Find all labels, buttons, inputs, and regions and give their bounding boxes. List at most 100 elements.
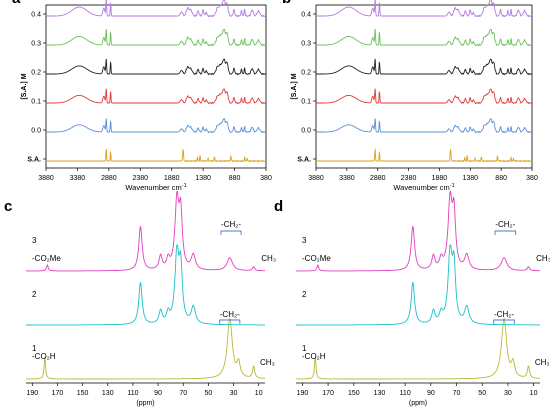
x-axis-title: Wavenumber cm-1 — [125, 183, 186, 192]
x-tick-label: 70 — [179, 390, 187, 397]
x-tick-label: 90 — [154, 390, 162, 397]
annotation-ch3: CH₃ — [536, 254, 550, 263]
x-tick-label: 3380 — [339, 175, 355, 182]
annotation-ch2: -CH₂- — [494, 310, 514, 319]
series-0.3-line — [45, 28, 267, 47]
x-tick-label: 150 — [348, 390, 360, 397]
x-axis-title: (ppm) — [136, 400, 154, 407]
ir-panel-b: b 3880 3380 2880 2380 1880 1380 880 380 Wavenumbe… — [282, 0, 538, 192]
annotation-co2me: -CO₂Me — [302, 254, 331, 263]
x-tick-label: 50 — [478, 390, 486, 397]
annotation-ch2: -CH₂- — [221, 220, 241, 229]
x-tick-label: 170 — [52, 390, 64, 397]
series-2-line — [25, 244, 266, 326]
x-tick-label: 3880 — [308, 175, 324, 182]
series-number: 3 — [302, 236, 307, 245]
ch2-bracket — [493, 319, 515, 324]
x-tick-label: 110 — [127, 390, 138, 397]
y-axis-title: [S.A.] M — [291, 73, 298, 99]
y-tick-label: S.A. — [297, 157, 311, 164]
plot-frame — [315, 4, 533, 169]
series-number: 2 — [302, 290, 307, 299]
x-tick-label: 2880 — [101, 175, 117, 182]
x-tick-label: 130 — [374, 390, 386, 397]
x-tick-label: 70 — [453, 390, 461, 397]
series-0.4-line — [315, 0, 533, 18]
x-tick-label: 1880 — [432, 175, 448, 182]
y-tick-label: 0.4 — [301, 12, 311, 19]
y-tick-label: 0.0 — [31, 128, 41, 135]
y-tick-label: 0.4 — [31, 12, 41, 19]
x-tick-label: 3880 — [38, 175, 54, 182]
x-tick-label: 880 — [229, 175, 241, 182]
series-0.0-line — [315, 118, 533, 134]
ch2-bracket — [219, 319, 241, 324]
x-axis-title-sup: -1 — [182, 183, 187, 189]
x-tick-label: 170 — [322, 390, 334, 397]
ch2-bracket — [220, 230, 242, 235]
x-tick-label: 30 — [504, 390, 512, 397]
y-axis-title: [S.A.] M — [21, 73, 28, 99]
x-tick-label: 190 — [26, 390, 38, 397]
series-0.4-line — [45, 0, 267, 18]
ch2-bracket — [494, 230, 517, 235]
x-tick-label: 110 — [400, 390, 411, 397]
x-tick-label: 90 — [427, 390, 435, 397]
series-0.1-line — [315, 88, 533, 105]
y-tick-label: 0.1 — [31, 99, 41, 106]
x-tick-label: 2880 — [370, 175, 386, 182]
x-tick-label: 50 — [204, 390, 212, 397]
x-axis-title-sup: -1 — [450, 183, 455, 189]
series-3-line — [295, 190, 541, 272]
series-2-line — [295, 244, 541, 326]
plot-frame — [45, 4, 267, 169]
x-tick-label: 30 — [230, 390, 238, 397]
annotation-ch3: CH₃ — [261, 254, 276, 263]
nmr-panel-d: d 190 170 150 130 110 90 70 50 30 10 (ppm) 1 2 3 -CO₂Me… — [274, 190, 550, 407]
annotation-co2h: -CO₂H — [32, 352, 56, 361]
y-tick-label: S.A. — [27, 157, 41, 164]
panel-letter: b — [282, 0, 291, 7]
annotation-ch3: CH₃ — [260, 358, 275, 367]
x-tick-label: 1380 — [462, 175, 478, 182]
ir-panel-a: a 3880 3380 2880 2380 1880 1380 880 380 Wavenumbe… — [12, 0, 272, 192]
nmr-panel-c: c 190 170 150 130 110 90 70 50 30 10 (ppm) 1 2 3 -CO₂Me… — [4, 190, 276, 407]
series-number: 1 — [32, 344, 37, 353]
series-1-line — [25, 317, 266, 380]
series-0.0-line — [45, 118, 267, 134]
annotation-co2h: -CO₂H — [302, 352, 326, 361]
x-axis-title-text: Wavenumber cm — [393, 183, 449, 192]
series-0.1-line — [45, 88, 267, 105]
x-axis-title: Wavenumber cm-1 — [393, 183, 454, 192]
panel-letter: d — [274, 198, 283, 215]
series-0.2-line — [315, 58, 533, 76]
panel-letter: a — [12, 0, 21, 7]
y-tick-label: 0.3 — [31, 41, 41, 48]
y-tick-label: 0.2 — [31, 70, 41, 77]
series-number: 3 — [32, 236, 37, 245]
x-tick-label: 380 — [526, 175, 538, 182]
x-tick-label: 10 — [255, 390, 263, 397]
x-tick-label: 130 — [102, 390, 114, 397]
x-tick-label: 10 — [530, 390, 538, 397]
x-tick-label: 380 — [260, 175, 272, 182]
series-3-line — [25, 190, 266, 272]
x-axis-title-text: Wavenumber cm — [125, 183, 181, 192]
panel-letter: c — [4, 198, 12, 215]
x-tick-label: 3380 — [70, 175, 86, 182]
annotation-ch3: CH₃ — [535, 358, 550, 367]
y-tick-label: 0.3 — [301, 41, 311, 48]
series-1-line — [295, 317, 541, 380]
x-tick-label: 190 — [297, 390, 309, 397]
x-tick-label: 150 — [77, 390, 89, 397]
series-number: 2 — [32, 290, 37, 299]
x-tick-label: 2380 — [132, 175, 148, 182]
series-S.A.-line — [315, 148, 533, 163]
series-0.2-line — [45, 58, 267, 76]
x-axis-title: (ppm) — [409, 400, 427, 407]
y-tick-label: 0.2 — [301, 70, 311, 77]
annotation-co2me: -CO₂Me — [32, 254, 61, 263]
x-tick-label: 880 — [495, 175, 507, 182]
annotation-ch2: -CH₂- — [220, 310, 240, 319]
